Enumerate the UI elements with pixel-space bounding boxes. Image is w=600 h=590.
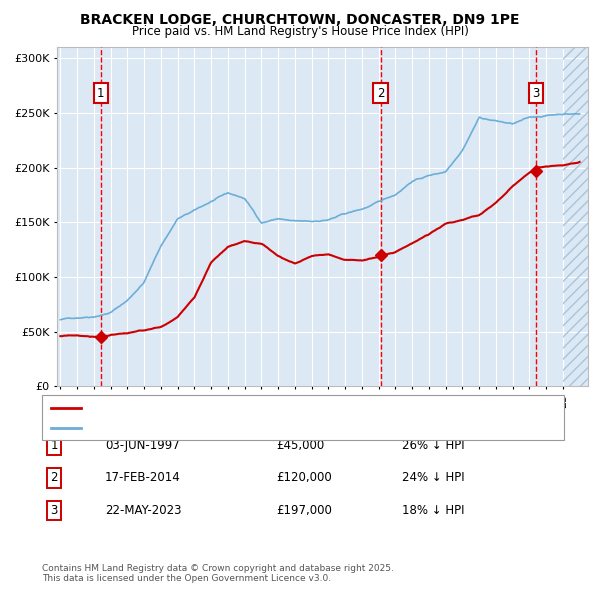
Text: Contains HM Land Registry data © Crown copyright and database right 2025.
This d: Contains HM Land Registry data © Crown c… bbox=[42, 563, 394, 583]
Text: BRACKEN LODGE, CHURCHTOWN, DONCASTER, DN9 1PE (detached house): BRACKEN LODGE, CHURCHTOWN, DONCASTER, DN… bbox=[87, 403, 478, 412]
Text: Price paid vs. HM Land Registry's House Price Index (HPI): Price paid vs. HM Land Registry's House … bbox=[131, 25, 469, 38]
Text: BRACKEN LODGE, CHURCHTOWN, DONCASTER, DN9 1PE: BRACKEN LODGE, CHURCHTOWN, DONCASTER, DN… bbox=[80, 13, 520, 27]
Text: £120,000: £120,000 bbox=[276, 471, 332, 484]
Text: 1: 1 bbox=[50, 439, 58, 452]
Text: 1: 1 bbox=[97, 87, 104, 100]
Text: £197,000: £197,000 bbox=[276, 504, 332, 517]
Text: 18% ↓ HPI: 18% ↓ HPI bbox=[402, 504, 464, 517]
Bar bbox=[563, 47, 588, 386]
Text: 24% ↓ HPI: 24% ↓ HPI bbox=[402, 471, 464, 484]
Text: 03-JUN-1997: 03-JUN-1997 bbox=[105, 439, 180, 452]
Text: 17-FEB-2014: 17-FEB-2014 bbox=[105, 471, 181, 484]
Text: 2: 2 bbox=[50, 471, 58, 484]
Text: HPI: Average price, detached house, North Lincolnshire: HPI: Average price, detached house, Nort… bbox=[87, 424, 375, 434]
Text: 2: 2 bbox=[377, 87, 385, 100]
Text: £45,000: £45,000 bbox=[276, 439, 324, 452]
Text: 22-MAY-2023: 22-MAY-2023 bbox=[105, 504, 182, 517]
Text: 3: 3 bbox=[532, 87, 539, 100]
Text: 3: 3 bbox=[50, 504, 58, 517]
Text: 26% ↓ HPI: 26% ↓ HPI bbox=[402, 439, 464, 452]
Bar bbox=[563, 47, 588, 386]
